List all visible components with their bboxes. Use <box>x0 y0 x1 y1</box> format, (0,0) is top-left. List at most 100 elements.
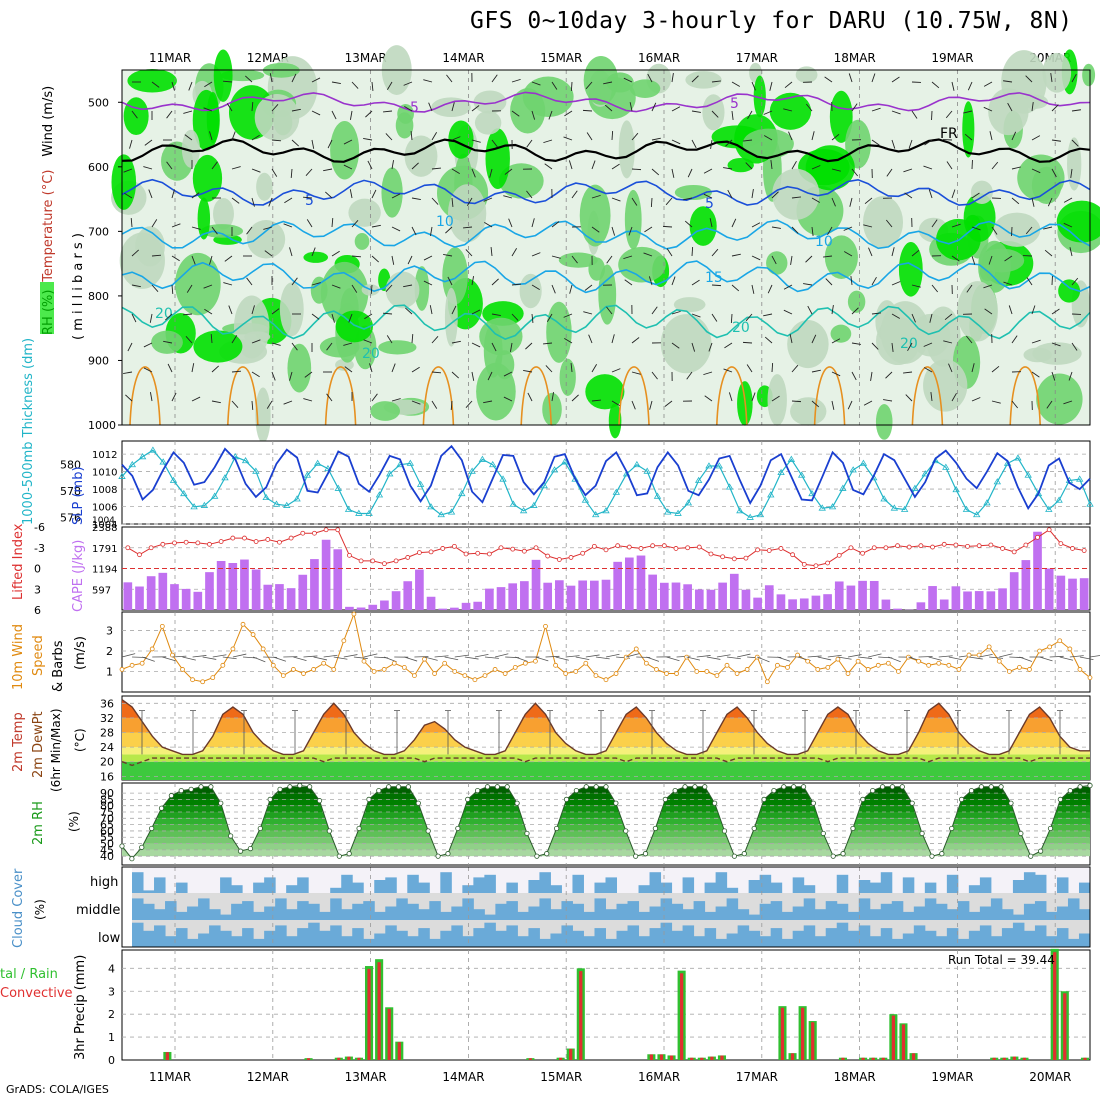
wind-barb <box>151 254 162 257</box>
wind-barb <box>664 400 673 407</box>
cloud-cover-bar <box>319 930 331 947</box>
cloud-cover-bar <box>506 901 518 920</box>
thickness-point <box>293 495 301 502</box>
cape-bar <box>729 573 739 610</box>
cloud-cover-bar <box>286 885 298 893</box>
wind-barb <box>885 371 893 379</box>
rh-shade-cell <box>863 196 904 249</box>
convective-bar <box>347 1056 351 1060</box>
wind-barb <box>445 226 453 234</box>
wind-barb <box>743 139 753 142</box>
lifted-index-point <box>1011 549 1017 555</box>
thickness-point <box>612 488 621 495</box>
wind-barb <box>611 334 615 344</box>
wind-barb <box>172 655 187 658</box>
wind-barb <box>964 133 973 141</box>
wind-speed-point <box>1027 667 1032 672</box>
wind-barb <box>423 79 433 83</box>
thickness-point <box>818 504 826 511</box>
wind-barb <box>595 656 610 660</box>
wind-barb <box>703 371 713 376</box>
wind-barb <box>511 248 518 257</box>
wind-speed-point <box>1037 648 1042 654</box>
rh-point <box>623 828 629 834</box>
lifted-index-point <box>953 542 959 548</box>
wind-barb <box>771 191 779 199</box>
cloud-cover-bar <box>308 922 320 947</box>
wind-barb <box>727 189 733 199</box>
wind-barb <box>1047 197 1053 207</box>
wind-barb <box>757 656 770 663</box>
cape-bar <box>368 604 378 610</box>
wind-barb <box>771 255 777 265</box>
wind-barb <box>731 110 734 120</box>
wind-barb <box>1025 75 1033 83</box>
lifted-index-point <box>883 545 889 551</box>
cloud-cover-bar <box>220 877 232 893</box>
convective-bar <box>306 1058 311 1060</box>
wind-barb <box>631 132 639 141</box>
rh-shade-cell <box>957 281 998 342</box>
wind-barb <box>988 255 993 265</box>
wind-barb <box>751 392 756 402</box>
wind-barb <box>888 656 901 663</box>
rh-shade-cell <box>320 261 369 324</box>
cloud-cover-bar <box>638 885 651 893</box>
ytick-label: 4 <box>108 962 115 975</box>
wind-barb <box>691 110 701 113</box>
rh-point <box>751 825 757 832</box>
wind-barb <box>849 197 853 207</box>
rh-shade-cell <box>880 301 930 364</box>
thickness-point <box>509 500 518 507</box>
rh-shade-cell <box>519 273 542 309</box>
wind-barb <box>831 338 841 344</box>
wind-barb <box>371 393 378 402</box>
cloud-cover-bar <box>330 887 342 893</box>
cloud-cover-bar <box>594 928 606 947</box>
wind-barb <box>383 110 393 113</box>
wind-barb <box>125 394 133 402</box>
wind-barb <box>1007 102 1013 112</box>
wind-barb <box>805 255 813 263</box>
contour-label: 5 <box>410 100 419 116</box>
wind-speed-point <box>270 662 276 668</box>
cape-bar <box>764 585 774 610</box>
wind-barb <box>411 400 421 405</box>
wind-speed-point <box>855 658 861 664</box>
wind-barb <box>868 247 873 257</box>
contour-label: 20 <box>362 346 380 362</box>
date-tick-bottom: 16MAR <box>638 1070 680 1084</box>
cape-bar <box>216 560 226 610</box>
wind-barb <box>1071 277 1079 286</box>
convective-bar <box>911 1053 916 1060</box>
temperature-contour <box>121 219 1091 250</box>
wind-speed-point <box>331 667 337 672</box>
wind-barb <box>271 168 278 177</box>
wind-barb <box>571 255 578 264</box>
lifted-index-point <box>218 539 224 544</box>
wind-barb <box>948 363 953 373</box>
cape-bar <box>706 589 716 610</box>
panel-ylabel: (%) <box>33 899 47 920</box>
wind-barb <box>791 226 799 234</box>
wind-barb <box>443 253 453 257</box>
cloud-cover-bar <box>1056 906 1069 920</box>
rh-point <box>455 825 461 832</box>
cloud-cover-bar <box>1001 928 1014 947</box>
thickness-point <box>633 460 641 468</box>
wind-barb <box>331 81 341 85</box>
wind-barb <box>606 306 613 315</box>
cloud-cover-bar <box>946 928 959 947</box>
wind-barb <box>1031 168 1041 174</box>
thickness-point <box>447 508 456 515</box>
wind-speed-point <box>593 673 599 678</box>
thickness-point <box>581 496 590 503</box>
rh-shade-cell <box>629 79 661 98</box>
cape-bar <box>1033 531 1042 610</box>
wind-speed-point <box>452 669 458 674</box>
rh-shade-cell <box>200 224 244 238</box>
wind-barb <box>716 654 731 658</box>
cape-bar <box>461 602 471 610</box>
thickness-point <box>890 504 899 511</box>
